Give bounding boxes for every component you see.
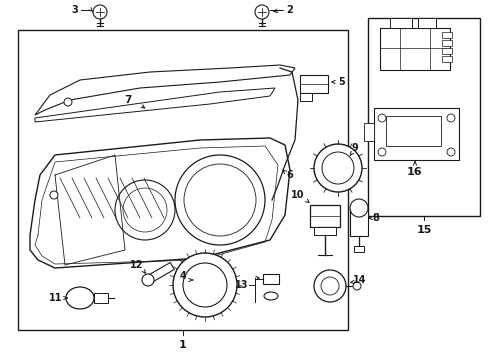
Text: 2: 2 [286,5,293,15]
Ellipse shape [66,287,94,309]
Polygon shape [35,88,274,122]
Text: 16: 16 [407,167,422,177]
Circle shape [377,148,385,156]
Circle shape [183,164,256,236]
Text: 9: 9 [351,143,358,153]
Bar [94,293,108,303]
Bar [373,108,458,160]
Circle shape [313,270,346,302]
Text: 5: 5 [338,77,345,87]
Text: 10: 10 [291,190,304,200]
Bar [441,56,451,62]
Text: 4: 4 [179,271,186,281]
Text: 11: 11 [49,293,62,303]
Circle shape [321,152,353,184]
Bar [441,32,451,38]
Text: 1: 1 [179,340,186,350]
Circle shape [446,114,454,122]
Text: 7: 7 [124,95,131,105]
Bar [299,93,311,101]
Circle shape [142,274,154,286]
Circle shape [183,263,226,307]
Bar [441,40,451,46]
Circle shape [313,144,361,192]
Text: 14: 14 [352,275,366,285]
Bar [349,208,367,236]
Bar [18,30,347,330]
Polygon shape [35,65,294,115]
Text: 3: 3 [71,5,78,15]
Text: 12: 12 [130,260,143,270]
Bar [367,18,479,216]
Circle shape [377,114,385,122]
Text: 15: 15 [415,225,431,235]
Bar [313,227,335,235]
Bar [389,18,411,28]
Circle shape [349,199,367,217]
Bar [299,75,327,93]
Bar [417,18,435,28]
Circle shape [254,5,268,19]
Circle shape [123,188,167,232]
Circle shape [50,191,58,199]
Circle shape [446,148,454,156]
Polygon shape [30,138,289,268]
Circle shape [64,98,72,106]
Bar [379,28,449,70]
Circle shape [320,277,338,295]
Circle shape [175,155,264,245]
Bar [385,116,440,146]
Bar [263,274,279,284]
Text: 6: 6 [286,170,293,180]
Circle shape [115,180,175,240]
Text: 13: 13 [235,280,248,290]
Bar [353,246,363,252]
Text: 8: 8 [372,213,379,223]
Ellipse shape [264,292,278,300]
Circle shape [352,282,360,290]
Circle shape [173,253,237,317]
Bar [309,205,339,227]
Bar [363,123,373,141]
Bar [441,48,451,54]
Polygon shape [146,262,174,283]
Circle shape [93,5,107,19]
